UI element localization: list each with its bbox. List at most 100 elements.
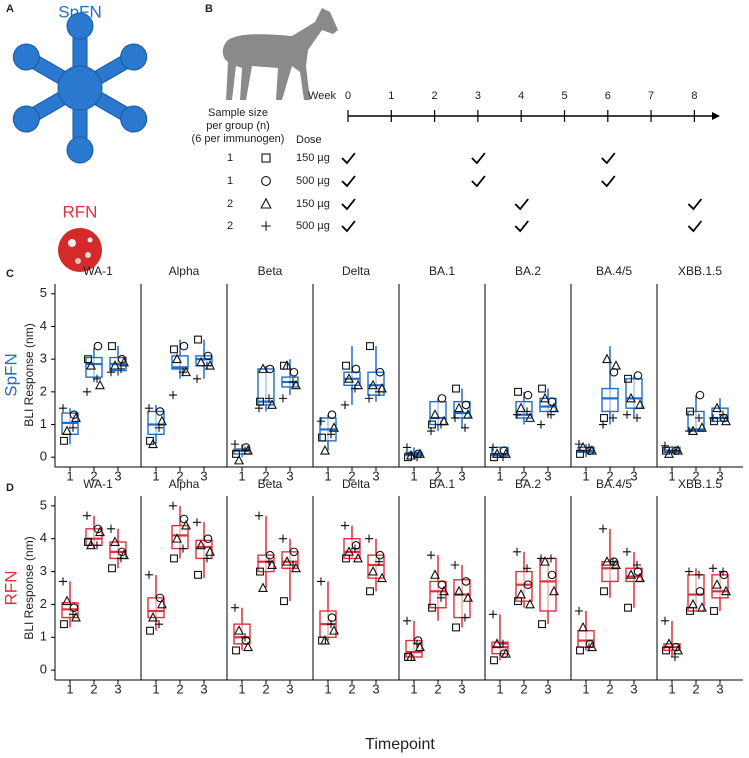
box — [281, 551, 299, 569]
animal-point — [267, 559, 277, 569]
animal-point — [368, 379, 378, 390]
x-tick-label: 3 — [372, 468, 379, 483]
animal-point — [584, 643, 594, 652]
box — [257, 368, 275, 406]
y-axis-label: BLI Response (nm) — [22, 536, 36, 639]
x-tick-label: 2 — [348, 468, 355, 483]
x-tick-label: 2 — [176, 681, 183, 696]
animal-point — [82, 511, 92, 520]
x-tick-label: 1 — [668, 681, 675, 696]
animal-point — [154, 620, 164, 629]
facet-title: BA.1 — [429, 264, 455, 278]
animal-point — [170, 345, 178, 354]
animal-point — [624, 374, 632, 383]
animal-point — [342, 361, 350, 370]
week-tick-label: 5 — [561, 90, 567, 102]
x-tick-label: 3 — [286, 681, 293, 696]
x-tick-label: 2 — [434, 681, 441, 696]
animal-point — [69, 603, 79, 613]
x-tick-label: 1 — [496, 468, 503, 483]
x-tick-label: 1 — [238, 468, 245, 483]
x-tick-label: 2 — [692, 681, 699, 696]
facet-title: XBB.1.5 — [678, 477, 722, 491]
animal-point — [488, 443, 498, 452]
x-tick-label: 3 — [372, 681, 379, 696]
animal-point — [232, 449, 240, 458]
animal-point — [512, 410, 522, 419]
animal-point — [450, 413, 460, 423]
animal-point — [375, 367, 385, 377]
animal-point — [546, 554, 556, 563]
animal-point — [454, 585, 464, 596]
animal-point — [196, 356, 206, 367]
check-mark — [687, 220, 703, 233]
animal-point — [635, 399, 645, 409]
animal-point — [632, 413, 642, 423]
animal-point — [192, 518, 202, 527]
animal-point — [172, 353, 182, 364]
animal-point — [712, 579, 722, 589]
animal-point — [280, 597, 288, 606]
animal-point — [95, 526, 105, 537]
animal-point — [710, 607, 718, 615]
panel-label: D — [6, 482, 14, 494]
animal-point — [119, 356, 129, 367]
animal-point — [712, 402, 722, 413]
animal-point — [406, 449, 416, 460]
animal-point — [721, 415, 731, 426]
x-tick-label: 1 — [582, 468, 589, 483]
animal-point — [490, 656, 498, 665]
check-mark — [514, 198, 529, 211]
animal-point — [522, 407, 532, 416]
animal-point — [694, 413, 704, 423]
animal-point — [265, 550, 275, 560]
animal-point — [622, 410, 632, 419]
animal-point — [92, 541, 102, 550]
animal-point — [549, 402, 559, 413]
week-label: Week — [308, 90, 336, 102]
animal-point — [194, 335, 202, 344]
animal-point — [492, 448, 502, 458]
dose: 150 µg — [296, 198, 330, 210]
animal-point — [695, 586, 705, 596]
group-size: 1 — [227, 175, 233, 187]
animal-point — [71, 412, 81, 422]
animal-point — [108, 342, 116, 351]
animal-point — [316, 577, 326, 586]
animal-point — [196, 539, 206, 550]
x-tick-label: 2 — [520, 681, 527, 696]
animal-point — [327, 613, 337, 622]
animal-point — [622, 547, 632, 556]
animal-point — [344, 546, 354, 556]
animal-point — [406, 651, 416, 661]
check-mark — [471, 152, 486, 165]
animal-point — [192, 374, 202, 383]
animal-point — [344, 373, 354, 383]
animal-point — [600, 414, 608, 422]
x-tick-label: 1 — [324, 468, 331, 483]
animal-point — [664, 448, 674, 458]
animal-point — [58, 404, 68, 413]
animal-point — [58, 577, 68, 586]
week-tick-label: 8 — [691, 90, 697, 102]
animal-point — [240, 633, 250, 642]
facet-title: BA.2 — [515, 477, 541, 491]
animal-point — [110, 360, 120, 370]
animal-point — [168, 391, 178, 400]
check-mark — [514, 220, 529, 233]
animal-point — [718, 410, 728, 419]
check-mark — [341, 175, 356, 188]
animal-point — [437, 394, 447, 403]
box — [601, 387, 619, 413]
animal-point — [611, 559, 621, 569]
animal-point — [461, 577, 471, 586]
animal-point — [686, 407, 694, 416]
animal-point — [254, 404, 264, 413]
animal-point — [708, 413, 718, 423]
animal-point — [450, 560, 460, 570]
plus-marker — [261, 221, 271, 231]
x-tick-label: 2 — [348, 681, 355, 696]
animal-point — [523, 390, 533, 400]
x-tick-label: 1 — [238, 681, 245, 696]
x-tick-label: 2 — [692, 468, 699, 483]
